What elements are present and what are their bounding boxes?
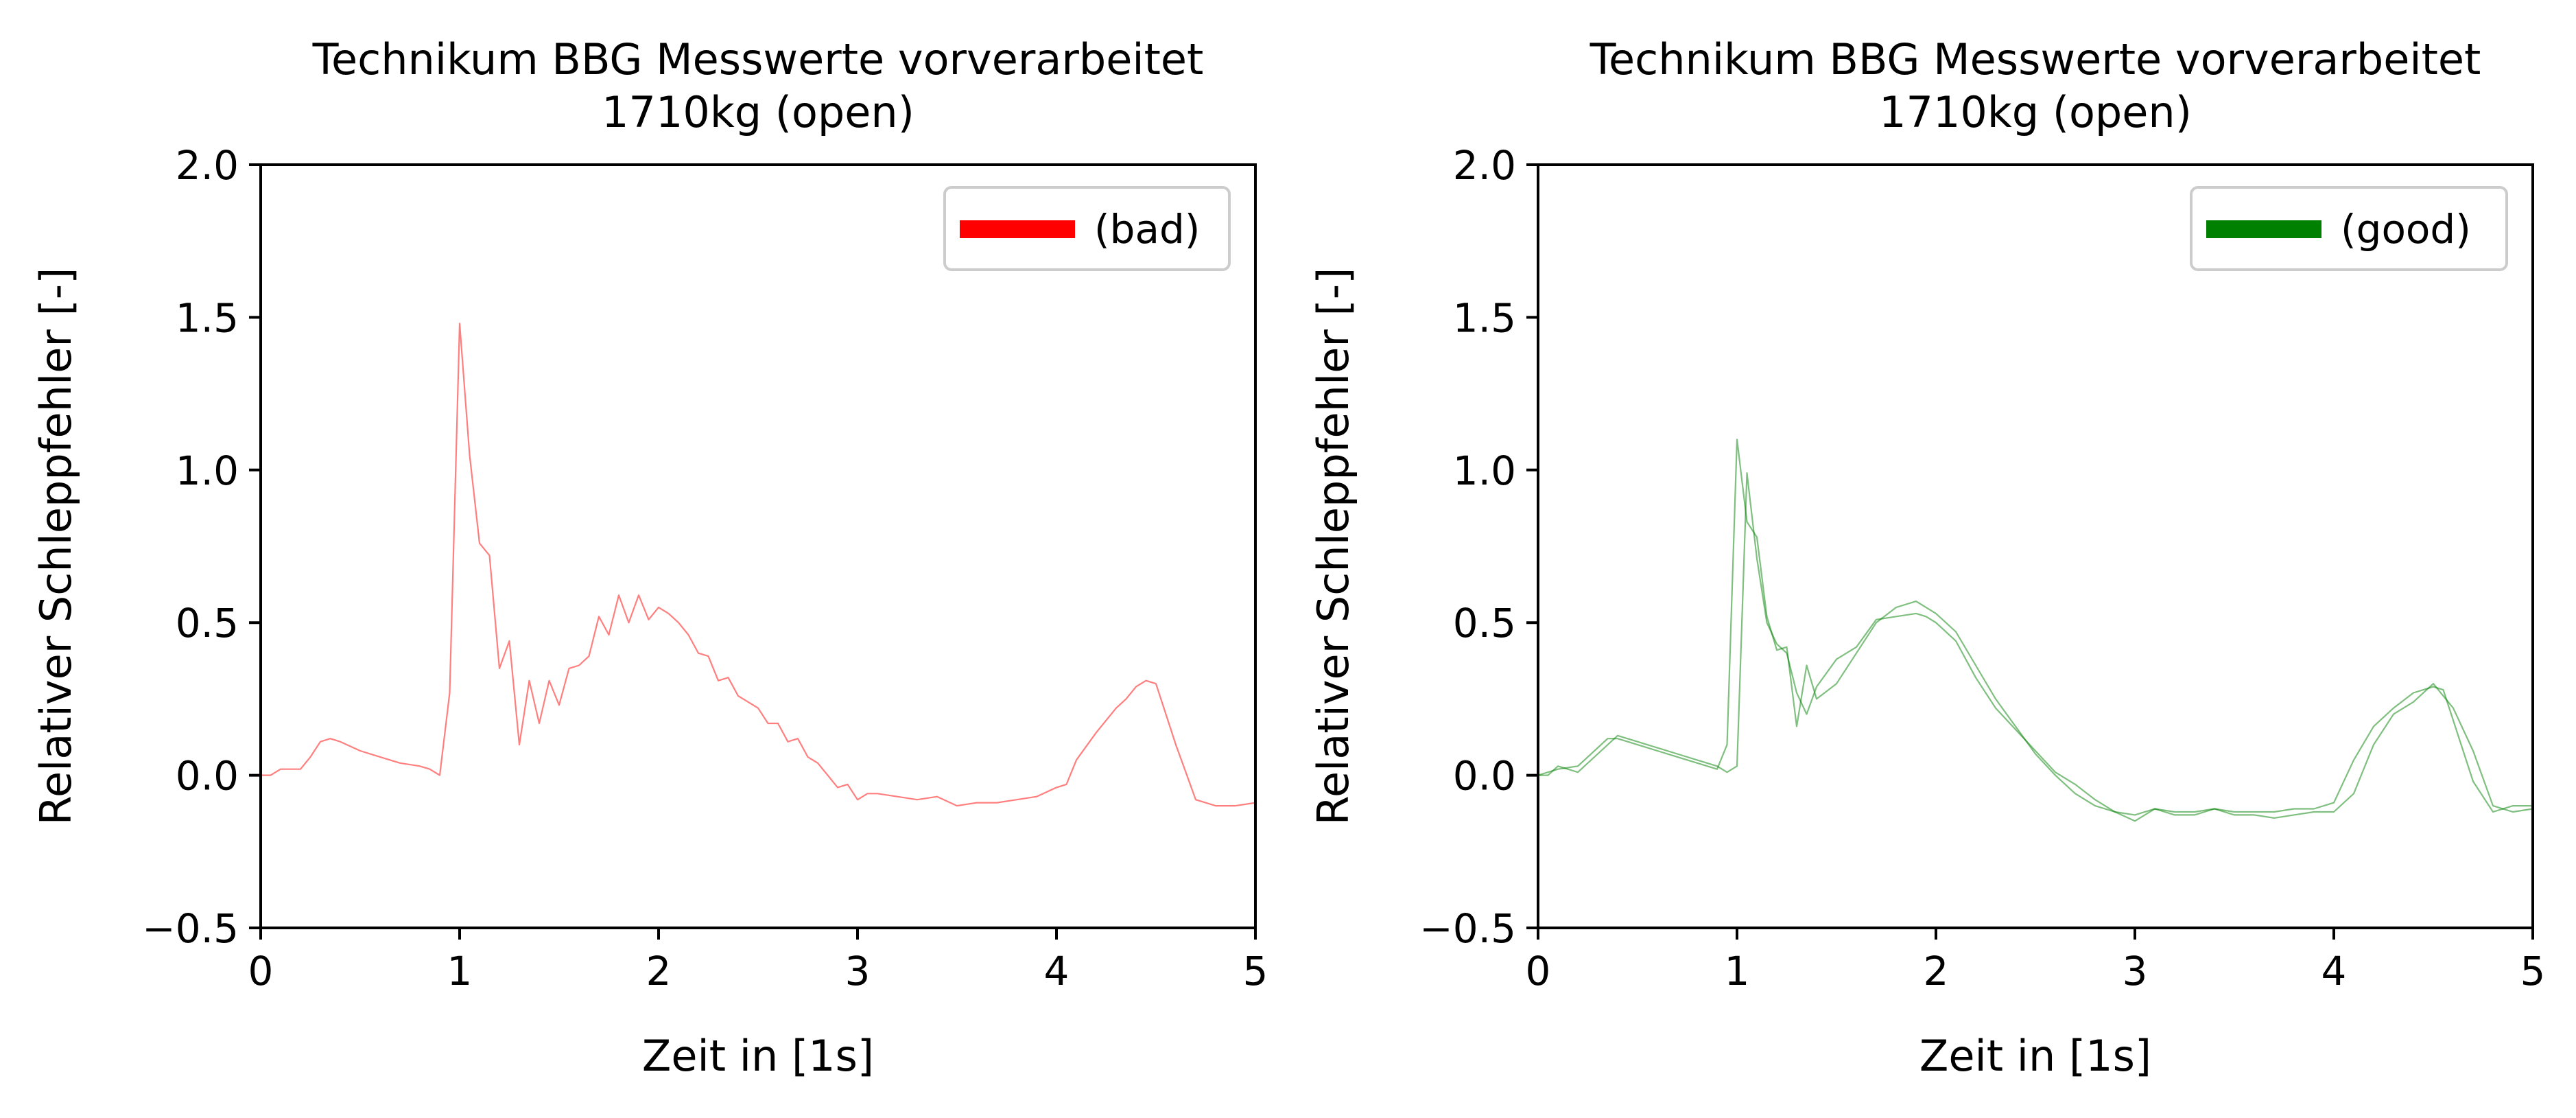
x-tick-label: 3 [845, 948, 871, 994]
chart-title: Technikum BBG Messwerte vorverarbeitet [1590, 34, 2481, 84]
y-tick-label: 0.5 [1453, 600, 1516, 647]
x-tick-label: 0 [248, 948, 274, 994]
chart-subtitle: 1710kg (open) [602, 87, 914, 137]
legend-box [2190, 186, 2508, 271]
x-tick-label: 0 [1526, 948, 1551, 994]
x-tick-label: 2 [646, 948, 672, 994]
x-tick-label: 4 [2321, 948, 2347, 994]
series-line-1 [1538, 439, 2533, 816]
legend-swatch [960, 220, 1075, 238]
y-tick-label: 0.0 [1453, 753, 1516, 800]
legend: (bad) [943, 186, 1231, 271]
y-tick-label: −0.5 [142, 905, 239, 952]
x-tick-label: 3 [2123, 948, 2148, 994]
x-axis-label: Zeit in [1s] [1919, 1031, 2151, 1081]
legend-swatch [2206, 220, 2321, 238]
series-line-1 [261, 323, 1255, 807]
plot-frame [259, 163, 1257, 929]
y-tick-label: 1.5 [1453, 294, 1516, 341]
x-tick-label: 4 [1044, 948, 1070, 994]
legend-label: (good) [2341, 206, 2471, 253]
legend-label: (bad) [1094, 206, 1200, 253]
x-tick-label: 5 [2520, 948, 2546, 994]
y-tick-label: 1.0 [1453, 447, 1516, 494]
legend-box [943, 186, 1231, 271]
chart-panel-1: Technikum BBG Messwerte vorverarbeitet17… [31, 34, 1268, 1081]
y-tick-label: 2.0 [176, 142, 239, 189]
y-axis-label: Relativer Schleppfehler [-] [31, 268, 81, 826]
x-axis-label: Zeit in [1s] [642, 1031, 874, 1081]
x-tick-label: 2 [1924, 948, 1949, 994]
plot-frame [1537, 163, 2534, 929]
y-tick-label: 1.0 [176, 447, 239, 494]
chart-title: Technikum BBG Messwerte vorverarbeitet [312, 34, 1204, 84]
x-tick-label: 5 [1243, 948, 1268, 994]
y-tick-label: 0.0 [176, 753, 239, 800]
series-line-2 [1538, 472, 2533, 822]
chart-panel-2: Technikum BBG Messwerte vorverarbeitet17… [1308, 34, 2545, 1081]
chart-subtitle: 1710kg (open) [1879, 87, 2192, 137]
legend: (good) [2190, 186, 2508, 271]
x-tick-label: 1 [447, 948, 473, 994]
y-tick-label: 0.5 [176, 600, 239, 647]
y-axis-label: Relativer Schleppfehler [-] [1308, 268, 1358, 826]
y-tick-label: 2.0 [1453, 142, 1516, 189]
x-tick-label: 1 [1725, 948, 1750, 994]
y-tick-label: −0.5 [1419, 905, 1516, 952]
y-tick-label: 1.5 [176, 294, 239, 341]
